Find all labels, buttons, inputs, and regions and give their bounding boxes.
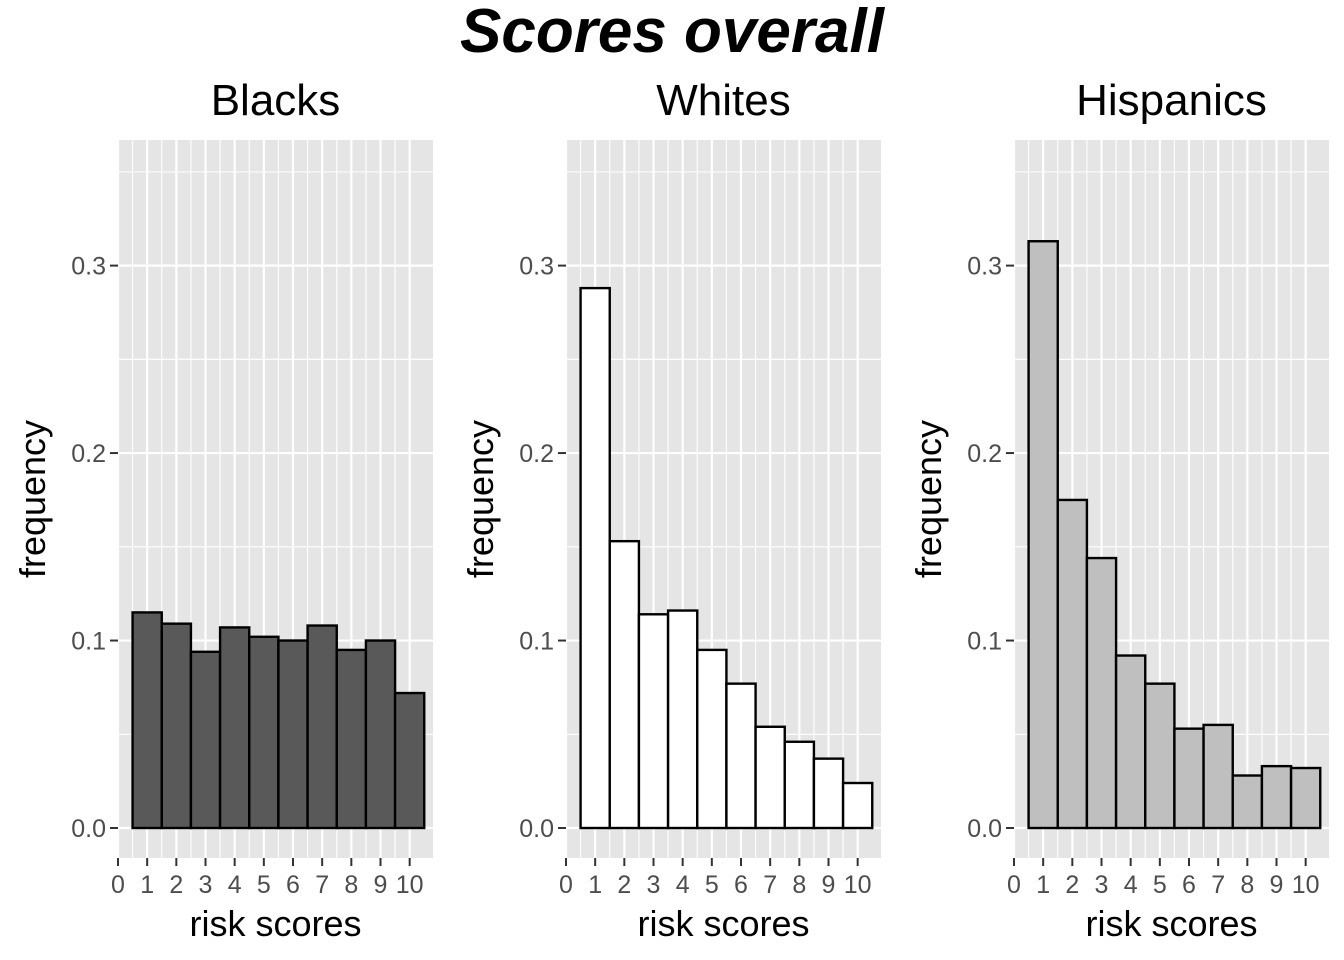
y-axis-title: frequency	[12, 420, 53, 578]
y-tick-label: 0.1	[71, 628, 106, 656]
bar	[1056, 498, 1089, 830]
x-tick-label: 5	[1153, 871, 1167, 899]
y-tick-label: 0.2	[519, 440, 554, 468]
x-tick-label: 3	[647, 871, 661, 899]
x-tick-label: 7	[315, 871, 329, 899]
bar	[783, 740, 816, 830]
panel-hispanics: 0.0 0.1 0.2 0.3 0 1 2 3 4 5 6 7 8 9 10 risk scores frequ…	[908, 76, 1329, 944]
y-axis-title: frequency	[908, 420, 949, 578]
bar	[189, 650, 222, 830]
x-tick-label: 7	[763, 871, 777, 899]
x-tick-label: 0	[559, 871, 573, 899]
x-axis-title: risk scores	[637, 903, 809, 944]
x-tick-label: 4	[676, 871, 690, 899]
bar	[754, 725, 786, 830]
panel-title: Hispanics	[1076, 76, 1267, 125]
bar	[335, 648, 368, 830]
bar	[218, 626, 251, 830]
bar	[393, 691, 426, 830]
bar	[1260, 764, 1293, 830]
bar	[248, 635, 280, 830]
bar	[1289, 766, 1322, 830]
x-tick-label: 5	[257, 871, 271, 899]
bar	[131, 611, 163, 830]
x-tick-label: 0	[111, 871, 125, 899]
y-tick-label: 0.3	[71, 253, 106, 281]
bar	[1202, 723, 1234, 830]
bar	[812, 757, 845, 830]
bar	[841, 781, 874, 830]
x-tick-label: 10	[396, 871, 424, 899]
x-tick-label: 9	[822, 871, 836, 899]
bar	[696, 648, 728, 830]
x-tick-label: 1	[140, 871, 154, 899]
x-tick-label: 8	[1240, 871, 1254, 899]
bar	[1027, 240, 1059, 830]
panel-blacks: 0.0 0.1 0.2 0.3 0 1 2 3 4 5 6 7 8 9 10 risk scores frequ…	[12, 76, 433, 944]
x-tick-label: 1	[1036, 871, 1050, 899]
y-tick-label: 0.2	[71, 440, 106, 468]
bar	[306, 624, 338, 830]
x-tick-label: 2	[169, 871, 183, 899]
x-tick-label: 4	[228, 871, 242, 899]
panel-title: Whites	[656, 76, 790, 125]
x-tick-label: 10	[1292, 871, 1320, 899]
bar	[1144, 682, 1176, 830]
x-axis-title: risk scores	[1085, 903, 1257, 944]
x-tick-label: 6	[1182, 871, 1196, 899]
bar	[364, 639, 397, 830]
y-tick-label: 0.3	[519, 253, 554, 281]
panel-title: Blacks	[211, 76, 341, 125]
y-tick-label: 0.2	[967, 440, 1002, 468]
x-tick-label: 10	[844, 871, 872, 899]
bar	[1231, 774, 1264, 830]
x-tick-label: 5	[705, 871, 719, 899]
x-tick-label: 0	[1007, 871, 1021, 899]
x-axis-title: risk scores	[189, 903, 361, 944]
bar	[160, 622, 193, 830]
panel-whites: 0.0 0.1 0.2 0.3 0 1 2 3 4 5 6 7 8 9 10 risk scores frequ…	[460, 76, 881, 944]
bar	[1173, 727, 1205, 830]
bar	[277, 639, 309, 830]
x-tick-label: 6	[734, 871, 748, 899]
x-tick-label: 9	[1270, 871, 1284, 899]
bar	[1085, 556, 1118, 830]
y-tick-label: 0.1	[967, 628, 1002, 656]
bar	[637, 613, 670, 830]
x-tick-label: 3	[1095, 871, 1109, 899]
x-tick-label: 8	[792, 871, 806, 899]
x-tick-label: 9	[374, 871, 388, 899]
main-title: Scores overall	[460, 0, 884, 66]
x-tick-label: 1	[588, 871, 602, 899]
y-tick-label: 0.0	[967, 815, 1002, 843]
x-tick-label: 4	[1124, 871, 1138, 899]
bar	[579, 286, 611, 830]
x-tick-label: 3	[199, 871, 213, 899]
x-tick-label: 2	[1065, 871, 1079, 899]
bar	[725, 682, 757, 830]
x-tick-label: 7	[1211, 871, 1225, 899]
bar	[608, 539, 641, 830]
x-tick-label: 8	[344, 871, 358, 899]
y-tick-label: 0.0	[71, 815, 106, 843]
bar	[666, 609, 699, 830]
x-tick-label: 6	[286, 871, 300, 899]
y-tick-label: 0.1	[519, 628, 554, 656]
y-axis-title: frequency	[460, 420, 501, 578]
y-tick-label: 0.0	[519, 815, 554, 843]
x-tick-label: 2	[617, 871, 631, 899]
bar	[1114, 654, 1147, 830]
y-tick-label: 0.3	[967, 253, 1002, 281]
